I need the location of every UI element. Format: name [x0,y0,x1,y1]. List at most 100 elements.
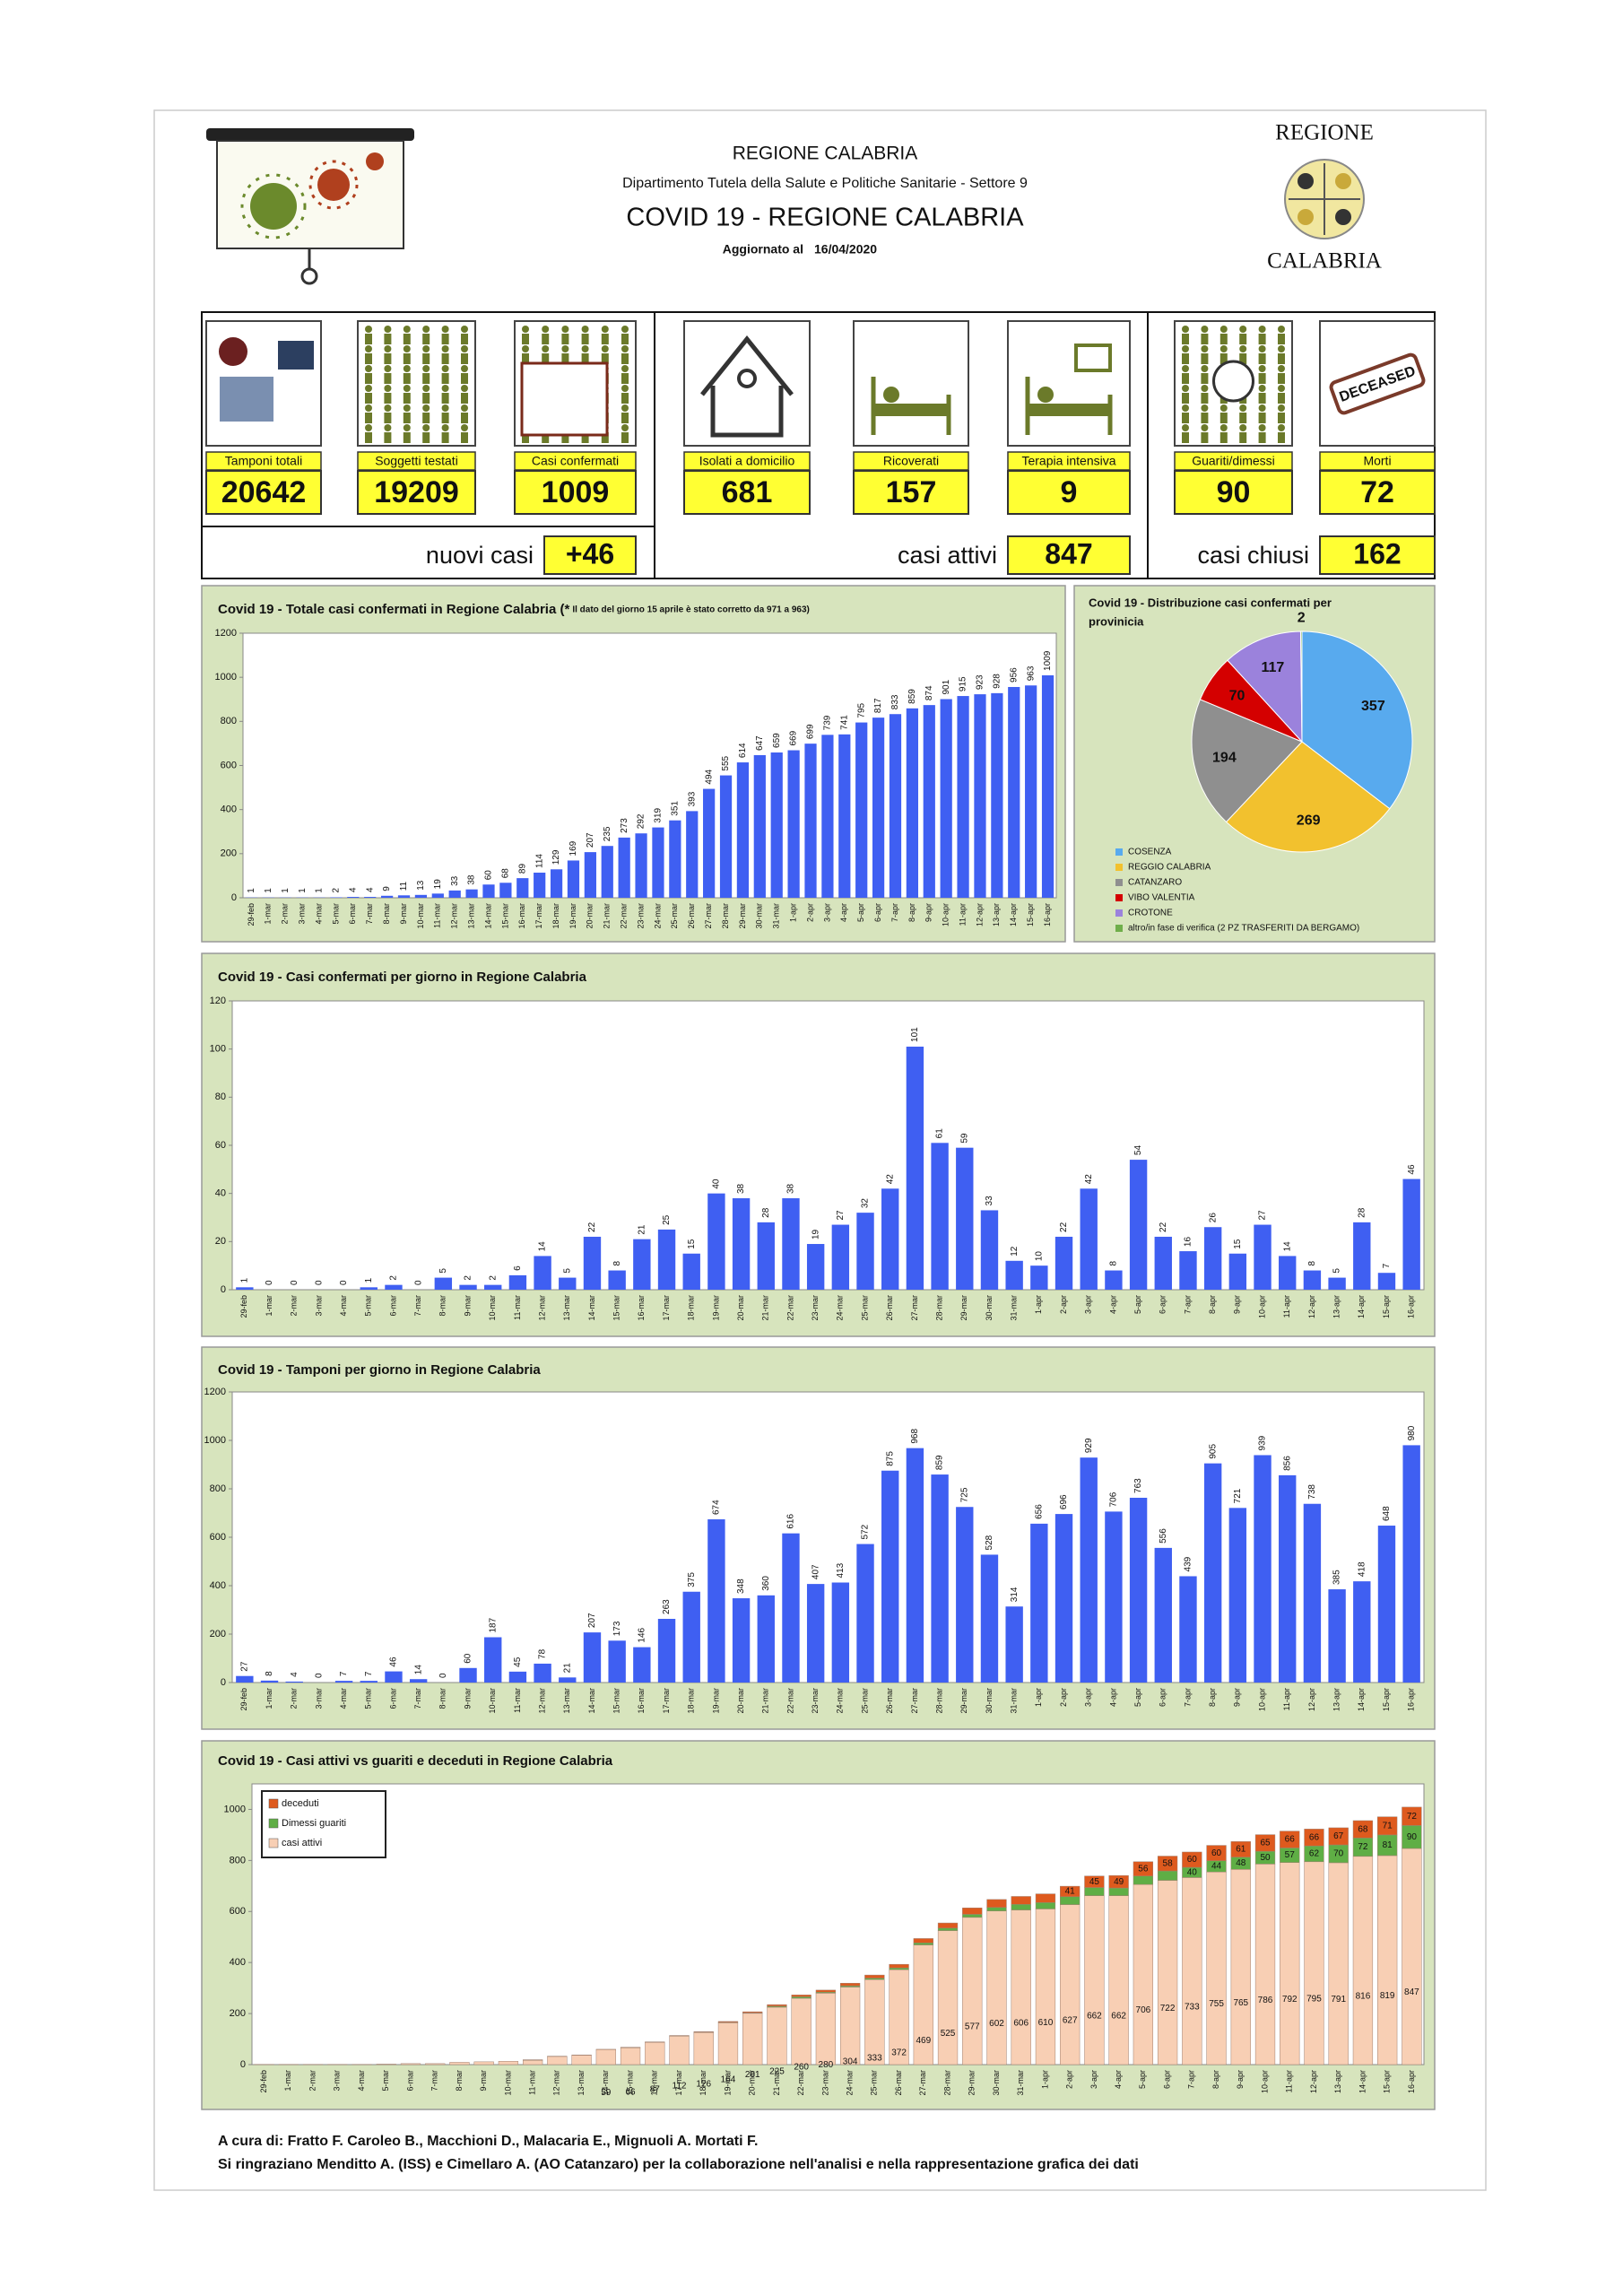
value-label: 469 [916,2036,931,2046]
icon-person [403,373,411,384]
bar-segment [620,2047,641,2066]
icon-person [1201,413,1209,423]
value-label: 385 [1332,1570,1342,1585]
bar [806,1244,825,1290]
icon-person [403,393,411,404]
x-tick-label: 12-mar [537,1295,546,1321]
bar [872,718,885,898]
icon-person [441,373,449,384]
icon-person [384,404,392,412]
x-tick-label: 3-apr [1089,2070,1098,2089]
value-label: 4 [348,887,358,892]
icon-person [1201,432,1209,443]
icon-person [522,353,529,364]
x-tick-label: 8-apr [1208,1295,1217,1314]
bar-segment [962,1917,983,2066]
value-label: 263 [662,1599,672,1614]
value-label: 38 [736,1183,746,1194]
icon-person [461,432,468,443]
bar [831,1224,850,1290]
x-tick-label: 16-mar [517,903,526,929]
x-tick-label: 25-mar [670,903,679,929]
x-tick-label: 28-mar [721,903,730,929]
logo-bottom: CALABRIA [1267,249,1382,274]
bar [459,1667,477,1683]
bar-segment [839,1987,861,2066]
bar-segment [1060,1904,1081,2066]
y-tick-label: 400 [230,1957,246,1968]
bar-segment [693,2031,714,2066]
bar-segment [1060,1896,1081,1905]
icon-person [1258,373,1266,384]
x-tick-label: 28-mar [934,1295,943,1321]
bar-segment [1060,1885,1081,1898]
chart-title: Covid 19 - Casi confermati per giorno in… [218,970,587,985]
value-label: 60 [484,870,494,881]
bar [559,1677,577,1683]
x-tick-label: 7-apr [1183,1688,1192,1707]
icon-person [561,353,569,364]
bar [1402,1178,1420,1290]
x-tick-label: 14-mar [587,1295,596,1321]
x-tick-label: 13-mar [577,2070,586,2096]
x-tick-label: 19-mar [711,1295,720,1321]
icon-person [1258,424,1266,431]
x-tick-label: 23-mar [811,1688,820,1714]
x-tick-label: 31-mar [1010,1688,1019,1714]
value-label: 1009 [1043,650,1053,671]
value-label: 407 [811,1564,820,1579]
bar [657,1229,676,1290]
pie-slice [1301,631,1413,810]
legend-label: VIBO VALENTIA [1128,893,1195,903]
value-label: 60 [1187,1855,1198,1865]
value-label: 525 [941,2029,956,2039]
x-tick-label: 6-apr [1162,2070,1171,2089]
bar-segment [767,2004,787,2007]
x-tick-label: 2-apr [1065,2070,1074,2089]
value-label: 939 [1258,1435,1268,1450]
bar-segment [1035,1909,1056,2066]
bar-segment [1280,1862,1300,2066]
value-label: 56 [1138,1864,1149,1874]
icon-person [365,393,372,404]
bar-segment [547,2056,568,2066]
value-label: 614 [738,743,748,758]
value-label: 792 [1282,1995,1298,2005]
icon-person [384,345,392,352]
icon-person [581,345,589,352]
value-label: 40 [1187,1867,1198,1877]
x-tick-label: 14-apr [1357,1295,1366,1318]
value-label: 905 [1208,1444,1218,1459]
icon-person [1278,404,1285,412]
bar-segment [986,1899,1007,1908]
bar [434,1277,453,1290]
bar [757,1222,775,1290]
value-label: 319 [654,807,664,822]
summary-value: 847 [1045,537,1092,570]
bar [583,1632,602,1683]
x-tick-label: 15-apr [1382,1295,1391,1318]
x-tick-label: 31-mar [772,903,781,929]
bar [635,833,647,898]
value-label: 956 [1009,667,1019,683]
value-label: 25 [662,1214,672,1225]
x-tick-label: 24-mar [845,2070,854,2096]
value-label: 6 [513,1265,523,1271]
icon-person [1258,432,1266,443]
value-label: 15 [1233,1239,1243,1249]
value-label: 9 [382,886,392,891]
icon-box [357,320,476,447]
chart-title: Covid 19 - Tamponi per giorno in Regione… [218,1362,541,1378]
icon-person [621,326,629,333]
icon-person [365,424,372,431]
bar [906,1448,924,1683]
x-tick-label: 14-apr [1009,903,1018,926]
x-tick-label: 3-mar [333,2070,342,2092]
value-label: 57 [1285,1850,1296,1860]
bar-segment [1328,1862,1349,2066]
icon-person [422,326,430,333]
stat-value: 681 [722,475,773,509]
icon-person [1258,365,1266,372]
icon-person [601,353,609,364]
